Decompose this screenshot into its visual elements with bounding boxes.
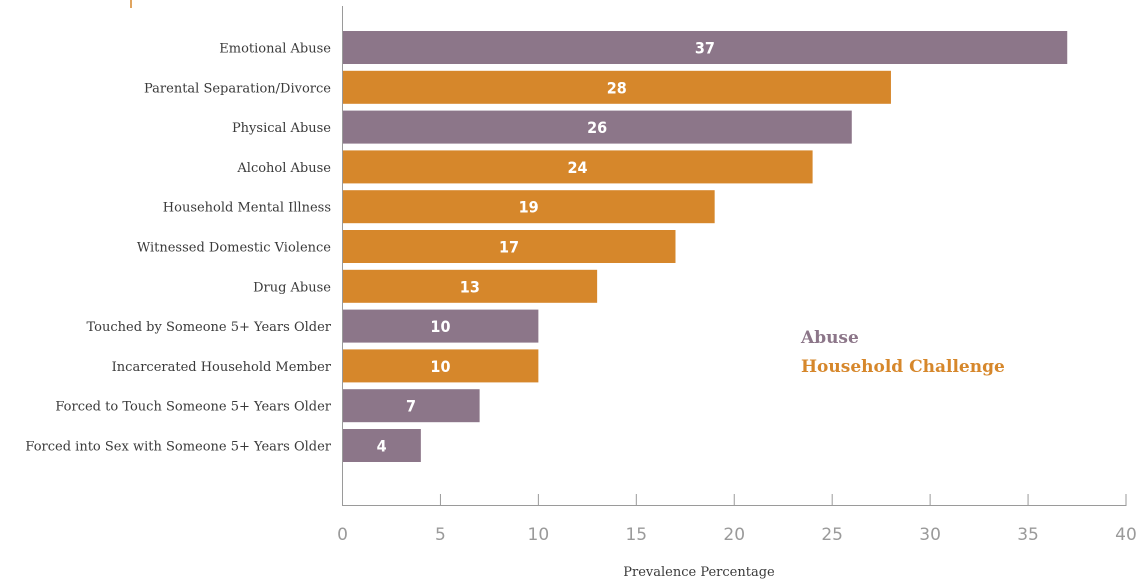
legend-item-abuse: Abuse (800, 328, 859, 348)
bar-value-label-emotional-abuse: 37 (695, 39, 715, 58)
legend: Abuse Household Challenge (800, 328, 1005, 377)
bar-forced-into-sex-with-someone-5-years-older (342, 429, 421, 462)
bar-value-label-drug-abuse: 13 (460, 277, 480, 296)
bar-value-label-forced-to-touch-someone-5-years-older: 7 (406, 397, 416, 416)
bar-value-label-witnessed-domestic-violence: 17 (499, 238, 519, 257)
x-tick-label-40: 40 (1115, 525, 1137, 545)
category-label-forced-into-sex-with-someone-5-years-older: Forced into Sex with Someone 5+ Years Ol… (25, 440, 331, 455)
category-label-alcohol-abuse: Alcohol Abuse (236, 161, 331, 176)
category-label-witnessed-domestic-violence: Witnessed Domestic Violence (137, 241, 331, 256)
x-tick-label-20: 20 (723, 525, 745, 545)
bar-forced-to-touch-someone-5-years-older (342, 389, 480, 423)
x-tick-label-15: 15 (625, 525, 647, 545)
bar-physical-abuse (342, 110, 852, 144)
bar-alcohol-abuse (342, 150, 813, 184)
bar-incarcerated-household-member (342, 349, 539, 383)
bar-value-label-incarcerated-household-member: 10 (430, 357, 450, 376)
bars-group: 37 28 26 24 19 17 13 10 10 7 4 (342, 31, 1068, 462)
x-tick-label-25: 25 (821, 525, 843, 545)
bar-parental-separation-divorce (342, 70, 891, 104)
legend-item-household-challenge: Household Challenge (801, 357, 1005, 377)
bar-value-label-parental-separation-divorce: 28 (607, 78, 627, 97)
category-label-forced-to-touch-someone-5-years-older: Forced to Touch Someone 5+ Years Older (55, 400, 331, 415)
category-labels-group: Emotional Abuse Parental Separation/Divor… (25, 42, 331, 455)
category-label-parental-separation-divorce: Parental Separation/Divorce (144, 81, 331, 96)
x-axis-title: Prevalence Percentage (623, 565, 775, 580)
category-label-emotional-abuse: Emotional Abuse (219, 42, 331, 57)
bar-value-label-touched-by-someone-5-years-older: 10 (430, 317, 450, 336)
bar-value-label-forced-into-sex-with-someone-5-years-older: 4 (377, 437, 387, 456)
x-axis-group: 0 5 10 15 20 25 30 35 40 (337, 494, 1137, 545)
x-tick-label-0: 0 (337, 525, 348, 545)
x-tick-label-10: 10 (528, 525, 550, 545)
bar-household-mental-illness (342, 190, 715, 224)
category-label-physical-abuse: Physical Abuse (232, 121, 331, 136)
bar-touched-by-someone-5-years-older (342, 309, 539, 343)
x-tick-label-35: 35 (1017, 525, 1039, 545)
bar-witnessed-domestic-violence (342, 230, 676, 263)
x-tick-label-5: 5 (435, 525, 446, 545)
bar-emotional-abuse (342, 31, 1068, 64)
category-label-drug-abuse: Drug Abuse (253, 280, 331, 295)
category-label-incarcerated-household-member: Incarcerated Household Member (112, 360, 332, 375)
x-tick-label-30: 30 (919, 525, 941, 545)
category-label-touched-by-someone-5-years-older: Touched by Someone 5+ Years Older (87, 320, 332, 335)
category-label-household-mental-illness: Household Mental Illness (163, 201, 331, 216)
bar-value-label-physical-abuse: 26 (587, 118, 607, 137)
bar-value-label-alcohol-abuse: 24 (568, 158, 588, 177)
bar-value-label-household-mental-illness: 19 (519, 198, 539, 217)
bar-drug-abuse (342, 269, 598, 303)
